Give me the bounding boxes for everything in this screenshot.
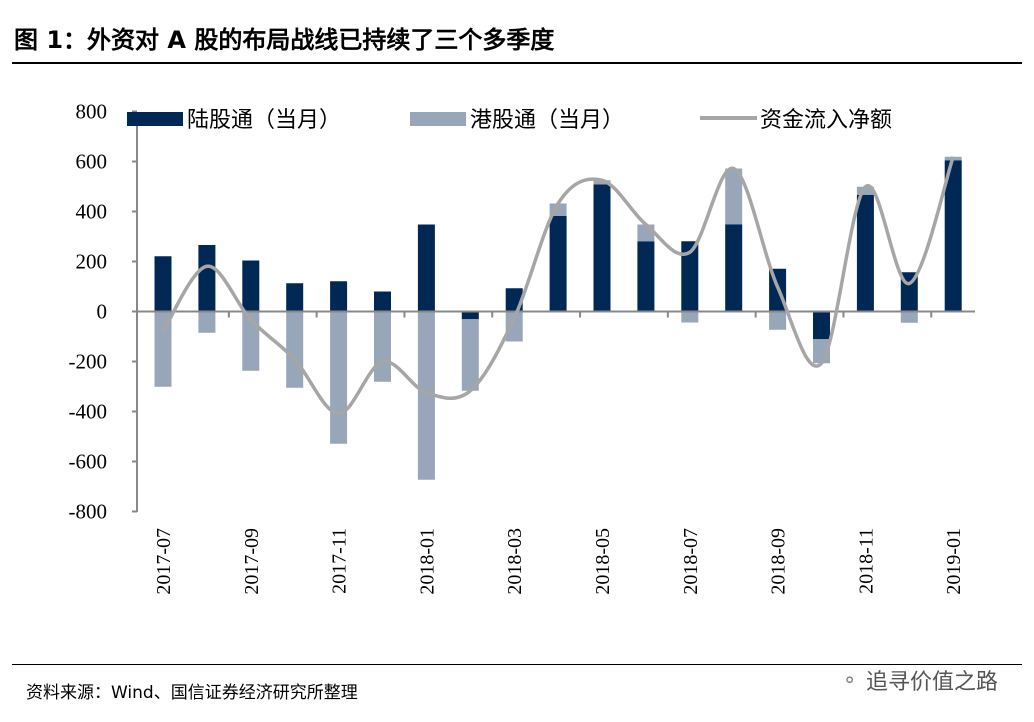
x-tick-label: 2017-09 xyxy=(241,528,263,595)
y-tick-label: -200 xyxy=(69,350,108,374)
bar-north xyxy=(944,160,962,312)
watermark-text: 追寻价值之路 xyxy=(865,670,998,695)
x-tick-label: 2017-11 xyxy=(329,528,351,594)
bar-north xyxy=(374,291,391,312)
x-tick-label: 2018-05 xyxy=(592,528,614,595)
bar-south xyxy=(154,311,172,387)
bar-north xyxy=(813,311,830,340)
y-tick-label: -400 xyxy=(69,400,108,424)
title-rule xyxy=(12,62,1022,64)
footer-rule xyxy=(12,664,1022,665)
bar-north xyxy=(286,283,304,312)
bar-north xyxy=(198,245,216,312)
bar-north xyxy=(242,260,260,312)
bar-south xyxy=(374,311,391,382)
bar-north xyxy=(461,311,479,320)
bar-north xyxy=(330,281,348,312)
y-tick-label: 0 xyxy=(97,300,108,324)
bar-south xyxy=(417,311,435,480)
bar-south xyxy=(330,311,348,444)
figure-title: 图 1：外资对 A 股的布局战线已持续了三个多季度 xyxy=(14,26,555,54)
bar-south xyxy=(856,186,874,195)
bar-south xyxy=(461,319,479,391)
bar-south xyxy=(900,311,918,323)
bar-south xyxy=(725,168,743,225)
wechat-icon: ⚬ xyxy=(841,668,858,692)
net-inflow-line xyxy=(161,156,955,416)
bar-south xyxy=(593,180,611,185)
x-tick-label: 2017-07 xyxy=(153,528,175,595)
legend-swatch xyxy=(410,112,466,126)
legend-label: 资金流入净额 xyxy=(760,107,892,132)
y-tick-label: 600 xyxy=(76,150,108,174)
bar-north xyxy=(154,256,172,312)
y-tick-label: -600 xyxy=(69,450,108,474)
legend-label: 陆股通（当月） xyxy=(187,107,341,132)
y-tick-label: -800 xyxy=(69,500,108,524)
bar-north xyxy=(593,184,611,312)
bar-north xyxy=(637,241,655,312)
y-tick-label: 800 xyxy=(76,100,108,124)
bar-north xyxy=(681,241,699,312)
x-tick-label: 2018-11 xyxy=(855,528,877,594)
y-tick-label: 400 xyxy=(76,200,108,224)
legend-swatch xyxy=(127,112,183,126)
x-tick-label: 2018-07 xyxy=(680,528,702,595)
bar-north xyxy=(417,224,435,312)
watermark: ⚬ 追寻价值之路 xyxy=(841,664,998,696)
y-tick-label: 200 xyxy=(76,250,108,274)
legend-label: 港股通（当月） xyxy=(470,107,624,132)
x-tick-label: 2018-09 xyxy=(768,528,790,595)
bar-south xyxy=(681,311,699,323)
bar-south xyxy=(769,311,787,330)
bar-south xyxy=(505,311,523,342)
bar-south xyxy=(198,311,216,333)
x-tick-label: 2018-03 xyxy=(504,528,526,595)
bar-north xyxy=(725,224,743,312)
x-tick-label: 2019-01 xyxy=(943,528,965,595)
bar-south xyxy=(286,311,304,388)
bar-north xyxy=(549,216,567,312)
bar-south xyxy=(637,224,655,242)
source-note: 资料来源：Wind、国信证券经济研究所整理 xyxy=(26,683,358,703)
x-tick-label: 2018-01 xyxy=(416,528,438,595)
bar-north xyxy=(856,194,874,312)
